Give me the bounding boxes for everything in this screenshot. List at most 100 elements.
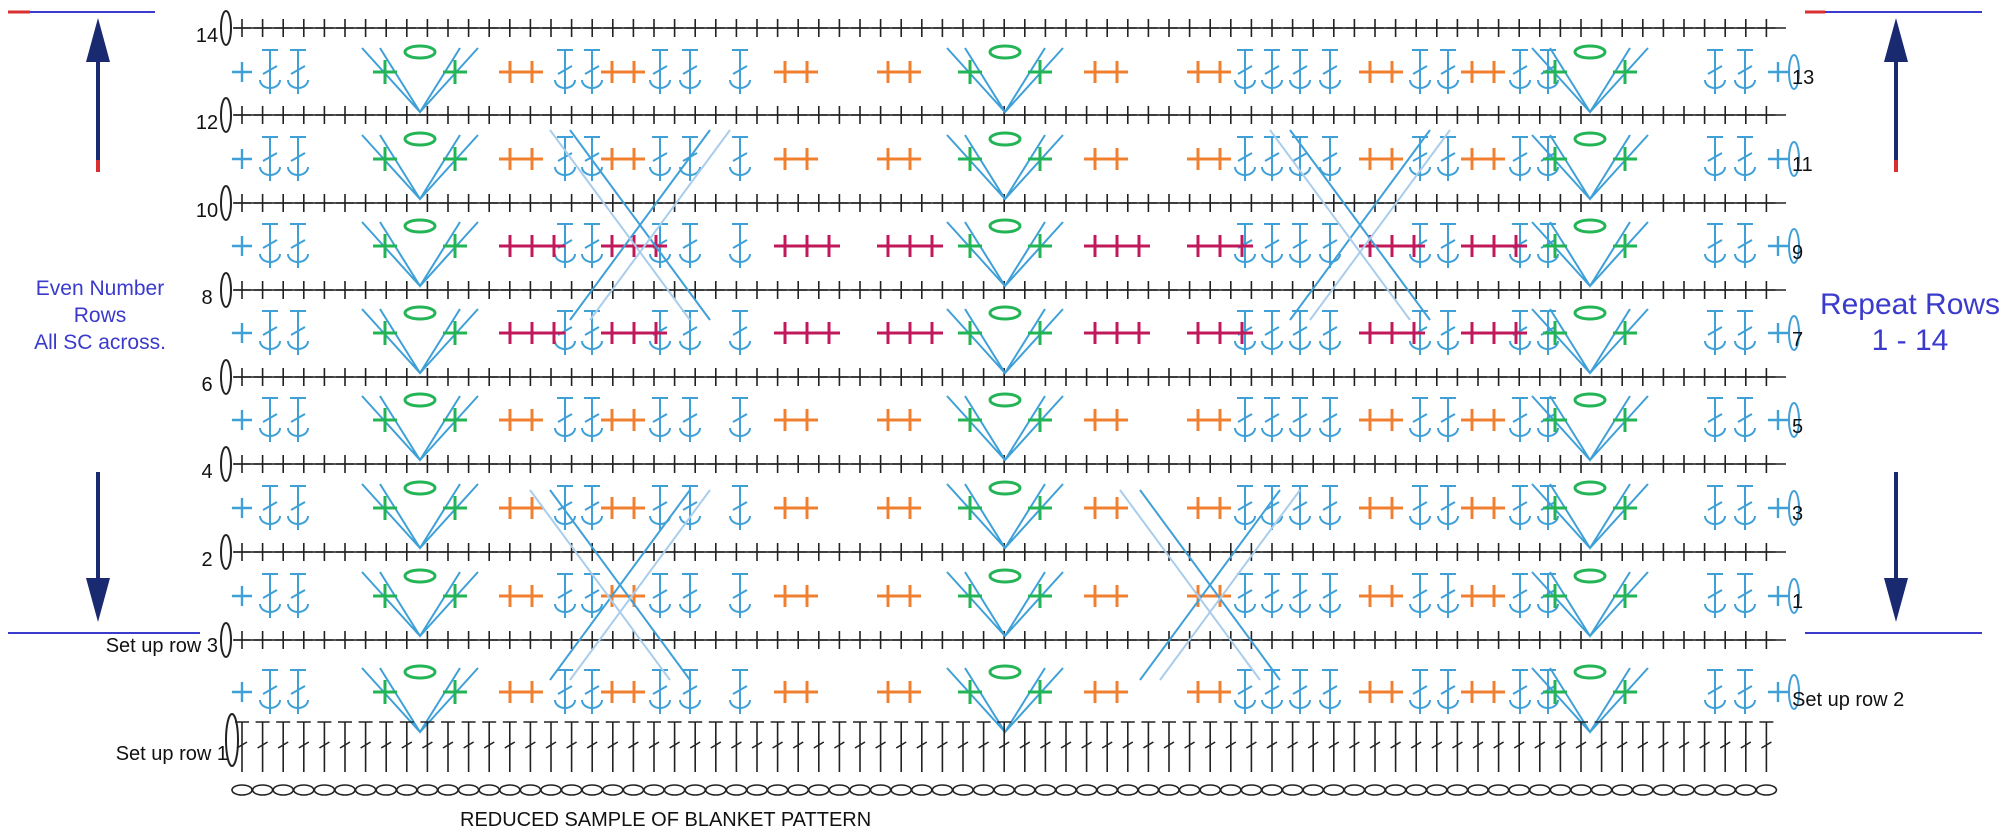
plus-stitch-icon — [1098, 543, 1117, 561]
plus-stitch-icon — [1530, 631, 1549, 649]
plus-stitch-icon — [459, 106, 478, 124]
double-crochet-stitch-icon — [652, 573, 668, 618]
plus-stitch-icon — [1448, 281, 1467, 299]
post-hook-icon — [287, 603, 309, 613]
post-hook-icon — [1537, 79, 1559, 89]
plus-stitch-icon — [958, 496, 982, 520]
chain-oval-icon — [272, 784, 295, 796]
plus-stitch-icon — [1572, 455, 1590, 473]
plus-stitch-icon — [1015, 543, 1034, 561]
double-crochet-stitch-icon — [652, 49, 668, 94]
plus-stitch-icon — [1201, 455, 1220, 473]
plus-stitch-icon — [1386, 631, 1405, 649]
double-crochet-stitch-icon — [1707, 136, 1723, 181]
chain-oval-icon — [1240, 784, 1263, 796]
plus-stitch-icon — [1654, 106, 1673, 124]
post-hook-icon — [1537, 427, 1559, 437]
plus-stitch-icon — [768, 543, 787, 561]
plus-stitch-icon — [1510, 455, 1529, 473]
plus-stitch-icon — [1036, 106, 1055, 124]
plus-stitch-icon — [748, 194, 766, 212]
chain-oval-icon — [1652, 784, 1675, 796]
plus-stitch-icon — [899, 409, 921, 431]
post-hook-icon — [729, 603, 751, 613]
plus-stitch-icon — [789, 19, 808, 37]
chain-oval-icon — [1281, 784, 1304, 796]
double-crochet-stitch-icon — [290, 223, 306, 268]
plus-stitch-icon — [1098, 631, 1117, 649]
plus-stitch-icon — [1036, 368, 1055, 386]
plus-stitch-icon — [1551, 106, 1570, 124]
chain-oval-icon — [1117, 784, 1139, 796]
plus-stitch-icon — [562, 281, 581, 299]
plus-stitch-icon — [377, 455, 396, 473]
plus-stitch-icon — [1201, 19, 1220, 37]
plus-stitch-icon — [1209, 497, 1231, 519]
plus-stitch-icon — [1015, 106, 1034, 124]
post-hook-icon — [581, 166, 603, 176]
plus-stitch-icon — [912, 631, 931, 649]
plus-stitch-icon — [274, 281, 293, 299]
plus-stitch-icon — [521, 681, 543, 703]
plus-stitch-icon — [294, 631, 313, 649]
chain-oval-icon — [403, 305, 437, 321]
plus-stitch-icon — [1187, 322, 1209, 344]
plus-stitch-icon — [336, 194, 354, 212]
double-crochet-stitch-icon — [1737, 49, 1753, 94]
double-crochet-stitch-icon — [296, 721, 311, 772]
plus-stitch-icon — [665, 631, 684, 649]
plus-stitch-icon — [645, 322, 667, 344]
double-crochet-stitch-icon — [1292, 310, 1308, 355]
plus-stitch-icon — [1180, 19, 1199, 37]
plus-stitch-icon — [1359, 681, 1381, 703]
plus-stitch-icon — [1077, 194, 1096, 212]
plus-stitch-icon — [665, 194, 684, 212]
plus-stitch-icon — [1613, 496, 1637, 520]
double-crochet-stitch-icon — [1450, 721, 1465, 772]
plus-stitch-icon — [439, 455, 457, 473]
double-crochet-stitch-icon — [1512, 721, 1527, 772]
plus-stitch-icon — [933, 368, 952, 386]
post-hook-icon — [679, 515, 701, 525]
plus-stitch-icon — [954, 281, 972, 299]
cluster-v-icon — [946, 134, 1064, 201]
chain-oval-icon — [1632, 784, 1654, 796]
post-hook-icon — [1409, 253, 1431, 263]
double-crochet-stitch-icon — [262, 573, 278, 618]
double-crochet-stitch-icon — [1738, 721, 1753, 772]
double-crochet-stitch-icon — [1264, 223, 1280, 268]
plus-stitch-icon — [1160, 543, 1178, 561]
plus-stitch-icon — [443, 147, 467, 171]
plus-stitch-icon — [315, 19, 334, 37]
plus-stitch-icon — [789, 194, 808, 212]
plus-stitch-icon — [1180, 106, 1199, 124]
plus-stitch-icon — [809, 194, 828, 212]
plus-stitch-icon — [877, 235, 899, 257]
plus-stitch-icon — [1324, 194, 1343, 212]
double-crochet-stitch-icon — [732, 485, 748, 530]
plus-stitch-icon — [727, 19, 746, 37]
post-hook-icon — [287, 699, 309, 709]
plus-stitch-icon — [459, 543, 478, 561]
double-crochet-stitch-icon — [420, 721, 435, 772]
double-crochet-stitch-icon — [557, 136, 573, 181]
plus-stitch-icon — [1736, 194, 1755, 212]
plus-stitch-icon — [871, 455, 890, 473]
plus-stitch-icon — [1106, 148, 1128, 170]
chain-oval-icon — [519, 784, 542, 796]
plus-stitch-icon — [851, 194, 869, 212]
plus-stitch-icon — [1483, 585, 1505, 607]
plus-stitch-icon — [1551, 631, 1570, 649]
chain-oval-icon — [952, 784, 974, 796]
plus-stitch-icon — [253, 455, 272, 473]
plus-stitch-icon — [1106, 585, 1128, 607]
plus-stitch-icon — [1572, 194, 1590, 212]
plus-stitch-icon — [1359, 585, 1381, 607]
plus-stitch-icon — [1768, 149, 1788, 169]
post-hook-icon — [1234, 515, 1256, 525]
double-crochet-stitch-icon — [276, 721, 291, 772]
plus-stitch-icon — [274, 455, 293, 473]
post-hook-icon — [554, 340, 576, 350]
plus-stitch-icon — [727, 194, 746, 212]
post-hook-icon — [1289, 427, 1311, 437]
